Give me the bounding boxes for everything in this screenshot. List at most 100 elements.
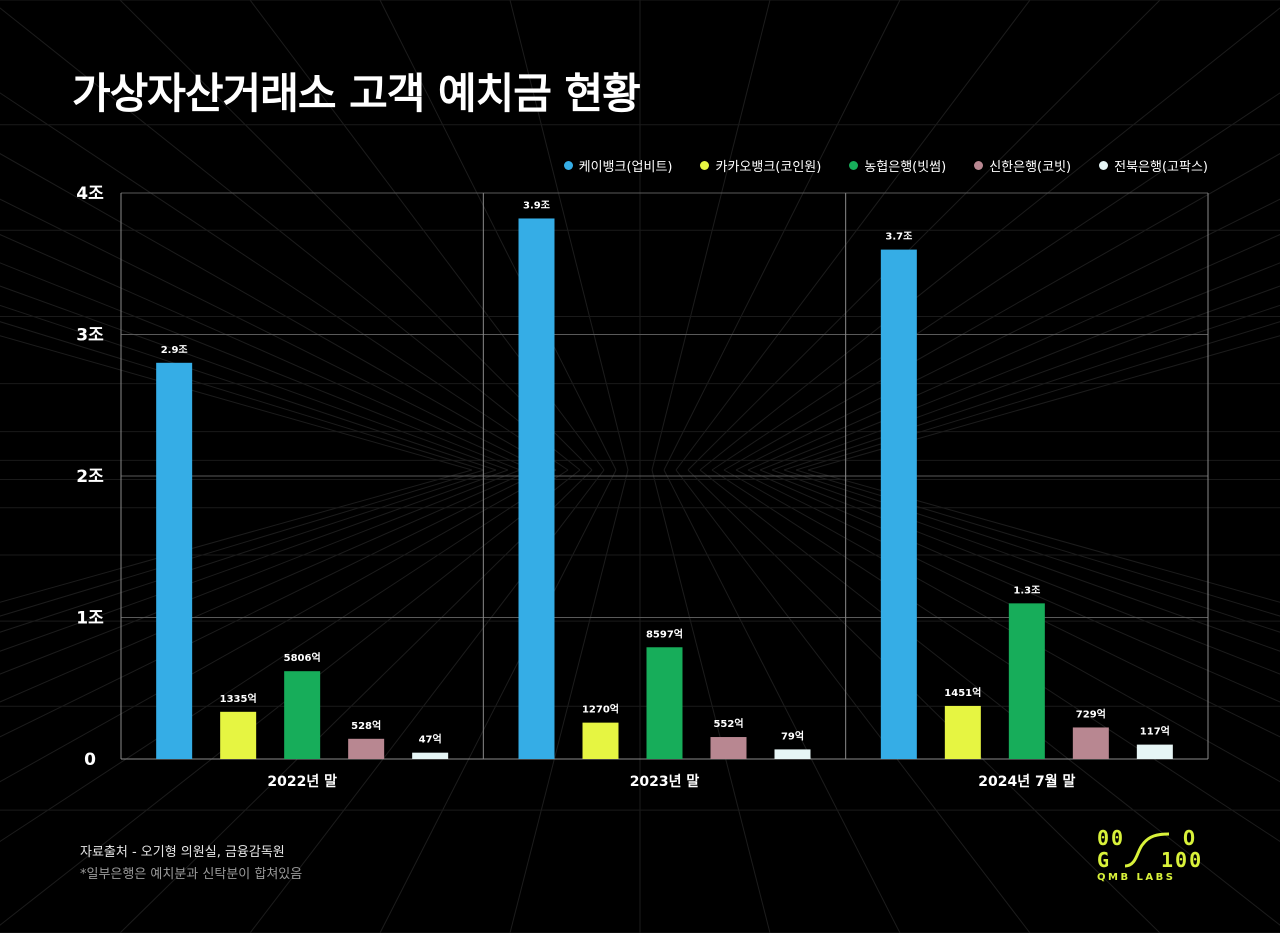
bg-grid-line [675,0,1031,471]
bg-grid-line [0,469,569,843]
bar [944,705,981,759]
bg-grid-line [723,153,1280,471]
data-label: 1451억 [944,687,981,699]
bar [518,218,555,760]
logo-glyph: 100 [1161,848,1204,872]
data-label: 79억 [781,730,804,742]
bar [1008,603,1045,759]
data-label: 729억 [1076,708,1106,720]
bg-grid-line [119,0,593,471]
bg-grid-line [675,469,1031,933]
chart-legend: 케이뱅크(업비트) 카카오뱅크(코인원) 농협은행(빗썸) 신한은행(코빗) 전… [563,156,1208,175]
bar [880,249,917,759]
bar [220,711,257,759]
legend-dot-icon [1099,161,1109,170]
legend-label: 전북은행(고팍스) [1114,160,1208,175]
bg-grid-line [783,469,1280,633]
bg-grid-line [747,234,1280,471]
bg-grid-line [699,7,1280,471]
legend-dot-icon [563,161,573,170]
y-tick-label: 0 [84,750,96,770]
bg-grid-line [807,335,1280,471]
bg-grid-line [0,262,521,471]
bar [156,362,193,759]
qmb-labs-logo: 00 O G 100 QMB LABS [1097,826,1211,884]
data-label: 3.7조 [885,231,912,243]
bg-grid-line [119,469,593,933]
logo-glyph: 00 [1097,826,1126,850]
bg-grid-line [687,0,1161,471]
bar [348,738,385,759]
bg-grid-line [699,469,1280,926]
legend-dot-icon [849,161,859,170]
bg-grid-line [795,321,1280,471]
bar [284,671,321,759]
legend-item-nh-bank: 농협은행(빗썸) [849,156,946,175]
bg-grid-line [0,304,497,471]
logo-glyph: O [1183,826,1198,850]
data-label: 117억 [1140,726,1170,738]
data-label: 552억 [713,718,743,730]
y-tick-label: 1조 [76,609,104,629]
source-text: 자료출처 - 오기형 의원실, 금융감독원 [80,845,285,860]
bar [646,647,683,759]
bar [1136,744,1173,759]
bg-grid-line [711,469,1280,843]
legend-item-k-bank: 케이뱅크(업비트) [563,156,673,175]
bg-grid-line [663,0,901,471]
data-label: 1335억 [220,693,257,705]
legend-dot-icon [700,161,710,170]
legend-label: 신한은행(코빗) [989,160,1072,175]
bg-grid-line [747,469,1280,703]
logo-name: QMB LABS [1097,872,1176,883]
bg-grid-line [771,285,1280,471]
bg-grid-line [0,469,545,738]
legend-item-kakao-bank: 카카오뱅크(코인원) [700,156,821,175]
bg-grid-line [0,469,485,617]
bg-grid-line [0,92,569,471]
bg-grid-line [0,7,581,471]
bg-grid-line [783,304,1280,471]
logo-glyph: G [1097,848,1112,872]
bg-grid-line [0,469,497,633]
data-label: 3.9조 [523,199,550,211]
bg-grid-line [0,234,533,471]
y-tick-label: 3조 [76,326,104,346]
x-tick-label: 2024년 7월 말 [978,773,1075,790]
data-label: 5806억 [284,652,321,664]
bg-grid-line [0,469,521,675]
legend-item-shinhan-bank: 신한은행(코빗) [974,156,1071,175]
bg-grid-line [379,469,617,933]
legend-label: 케이뱅크(업비트) [578,160,673,175]
bg-grid-line [379,0,617,471]
bg-grid-line [0,198,545,471]
legend-label: 농협은행(빗썸) [864,160,947,175]
data-label: 528억 [351,720,381,732]
y-tick-label: 2조 [76,467,104,487]
bg-grid-line [0,285,509,471]
bar [710,737,747,759]
bg-grid-line [0,321,485,471]
bg-grid-line [0,469,557,783]
bg-grid-line [0,335,473,471]
bg-grid-line [0,469,533,703]
bg-grid-line [687,469,1161,933]
bar [1072,727,1109,759]
bg-grid-line [0,469,473,603]
bg-grid-line [0,469,509,652]
bar [582,722,619,759]
data-label: 1.3조 [1013,584,1040,596]
x-tick-label: 2022년 말 [267,774,337,790]
legend-item-jb-bank: 전북은행(고팍스) [1099,156,1208,175]
legend-label: 카카오뱅크(코인원) [715,160,822,175]
bg-grid-line [711,92,1280,471]
bg-grid-line [651,469,771,933]
bg-grid-line [759,262,1280,471]
bg-grid-line [807,469,1280,603]
data-label: 47억 [419,734,442,746]
footnote: 자료출처 - 오기형 의원실, 금융감독원 *일부은행은 예치분과 신탁분이 합… [80,842,302,886]
y-tick-label: 4조 [76,184,104,204]
bg-grid-line [795,469,1280,617]
logo-swirl-icon [1124,832,1170,868]
